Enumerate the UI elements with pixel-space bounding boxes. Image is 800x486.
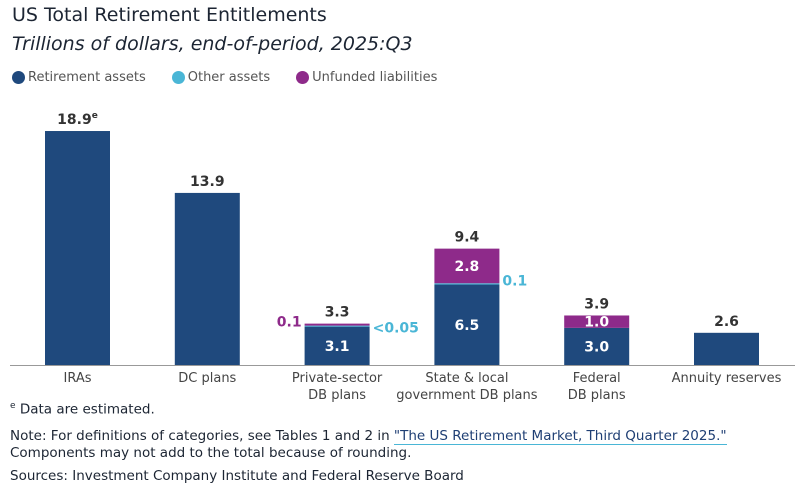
legend-item-retirement-assets: Retirement assets	[12, 70, 146, 85]
total-label: 2.6	[714, 314, 739, 330]
note-text-rounding: Components may not add to the total beca…	[10, 445, 412, 461]
data-label-unfunded: 0.1	[277, 315, 302, 331]
footnote-sources: Sources: Investment Company Institute an…	[10, 468, 464, 484]
x-tick-label: DB plans	[568, 388, 626, 403]
legend-item-unfunded-liabilities: Unfunded liabilities	[296, 70, 437, 85]
data-label-other-assets: 0.1	[502, 273, 527, 289]
bar-segment-retirement-assets	[564, 327, 630, 365]
total-label: 13.9	[190, 174, 225, 190]
x-tick-label: DB plans	[308, 388, 366, 403]
bar-segment-retirement-assets	[45, 131, 110, 365]
bar-segment-retirement-assets	[434, 284, 500, 365]
superscript: e	[10, 401, 16, 411]
x-tick-label: DC plans	[178, 371, 236, 386]
bar-segment-unfunded-liabilities	[434, 248, 500, 284]
x-tick-label: Federal	[573, 371, 621, 386]
legend-label: Other assets	[187, 70, 271, 85]
data-label: 6.5	[454, 318, 479, 334]
bar-segment-other-assets	[434, 283, 500, 285]
footnote-note: Note: For definitions of categories, see…	[10, 428, 727, 462]
total-label: 3.3	[325, 305, 350, 321]
footnote-estimated: e Data are estimated.	[10, 401, 155, 418]
report-link[interactable]: "The US Retirement Market, Third Quarter…	[393, 428, 727, 445]
footnote-text: Data are estimated.	[15, 401, 155, 418]
chart-title: US Total Retirement Entitlements	[12, 4, 327, 26]
legend-swatch	[171, 71, 185, 84]
chart-subtitle: Trillions of dollars, end-of-period, 202…	[12, 33, 413, 55]
bar-segment-retirement-assets	[174, 192, 240, 365]
data-label: 2.8	[454, 259, 479, 275]
note-text: Note: For definitions of categories, see…	[10, 428, 394, 444]
bar-segment-other-assets	[304, 325, 370, 327]
bar-segment-retirement-assets	[304, 326, 370, 365]
legend: Retirement assets Other assets Unfunded …	[12, 70, 437, 85]
x-tick-label: Annuity reserves	[672, 371, 782, 386]
total-label: 9.4	[454, 230, 479, 246]
data-label: 1.0	[584, 315, 609, 331]
x-tick-label: government DB plans	[396, 388, 538, 403]
x-tick-label: Private-sector	[292, 371, 383, 386]
legend-label: Retirement assets	[28, 70, 146, 85]
legend-item-other-assets: Other assets	[171, 70, 271, 85]
data-label: 3.1	[325, 339, 350, 355]
legend-label: Unfunded liabilities	[312, 70, 438, 85]
x-tick-label: IRAs	[63, 371, 91, 386]
superscript: e	[92, 111, 98, 121]
total-label: 18.9e	[57, 111, 98, 128]
bar-segment-unfunded-liabilities	[564, 315, 630, 328]
data-label-other-assets: <0.05	[373, 321, 419, 337]
bar-segment-unfunded-liabilities	[304, 323, 370, 326]
legend-swatch	[12, 71, 25, 84]
data-label: 3.0	[584, 339, 609, 355]
legend-swatch	[296, 71, 310, 84]
bar-segment-retirement-assets	[694, 332, 759, 365]
total-label: 3.9	[584, 296, 609, 312]
x-tick-label: State & local	[425, 371, 508, 386]
